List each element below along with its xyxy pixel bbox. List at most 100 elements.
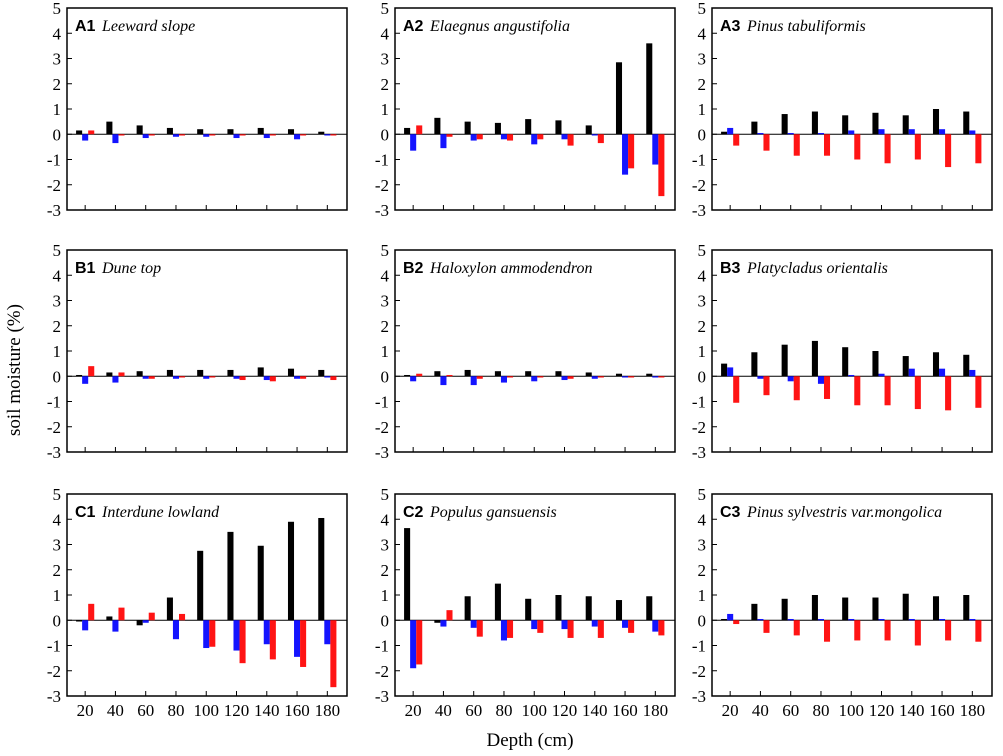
bar-black-80 xyxy=(166,597,173,621)
y-tick-label: 4 xyxy=(698,266,707,285)
y-tick-label: -2 xyxy=(47,176,61,195)
bar-blue-40 xyxy=(440,376,447,386)
bar-black-100 xyxy=(525,371,532,377)
panel-label: B3 xyxy=(720,260,741,277)
bar-black-80 xyxy=(494,122,501,135)
bar-blue-180 xyxy=(969,130,976,135)
bar-blue-120 xyxy=(233,620,240,651)
bar-black-80 xyxy=(166,369,173,377)
bar-red-140 xyxy=(597,134,604,144)
bar-black-40 xyxy=(434,117,441,135)
bar-blue-120 xyxy=(878,129,885,135)
bar-black-80 xyxy=(811,340,818,377)
bar-black-100 xyxy=(842,347,849,377)
bar-blue-60 xyxy=(470,620,477,628)
bar-blue-20 xyxy=(727,613,734,621)
bar-blue-100 xyxy=(203,376,210,379)
bar-blue-40 xyxy=(757,132,764,135)
bar-red-100 xyxy=(854,620,861,641)
y-tick-label: 5 xyxy=(53,241,62,260)
bar-black-180 xyxy=(318,517,325,621)
bar-red-160 xyxy=(628,134,635,169)
bar-blue-80 xyxy=(817,132,824,135)
bar-blue-140 xyxy=(591,376,598,379)
panel-frame xyxy=(394,7,676,211)
y-tick-label: 5 xyxy=(381,241,390,260)
y-tick-label: 5 xyxy=(53,485,62,504)
bar-blue-60 xyxy=(787,132,794,135)
y-tick-label: -2 xyxy=(375,662,389,681)
bar-black-40 xyxy=(106,121,113,135)
y-tick-label: 5 xyxy=(381,0,390,18)
panel-b1: -3 -2 -1 0 1 2 3 4 5 B1 Dune top xyxy=(47,241,348,462)
x-axis-label: Depth (cm) xyxy=(486,730,573,751)
bar-red-100 xyxy=(209,620,216,647)
y-tick-label: 3 xyxy=(53,536,62,555)
bar-blue-140 xyxy=(591,620,598,627)
x-tick-label: 80 xyxy=(495,701,512,720)
bar-blue-60 xyxy=(470,376,477,386)
bar-red-80 xyxy=(179,134,186,136)
y-tick-label: 0 xyxy=(53,125,62,144)
panel-title: Populus gansuensis xyxy=(429,504,557,521)
bar-red-20 xyxy=(733,620,740,625)
bar-blue-120 xyxy=(233,376,240,379)
bar-blue-100 xyxy=(531,376,538,382)
bar-red-140 xyxy=(914,376,921,410)
bar-blue-160 xyxy=(294,620,301,657)
panel-label: C1 xyxy=(75,504,96,521)
bar-black-120 xyxy=(555,595,562,621)
y-axis-label: soil moisture (%) xyxy=(4,304,25,436)
bar-red-160 xyxy=(945,376,952,411)
bar-blue-180 xyxy=(324,620,331,645)
bar-blue-20 xyxy=(410,620,417,669)
panel-frame xyxy=(394,249,676,453)
y-tick-label: -1 xyxy=(692,393,706,412)
bar-blue-80 xyxy=(172,620,179,640)
panel-label: C3 xyxy=(720,504,741,521)
bar-black-120 xyxy=(872,112,879,135)
bar-blue-180 xyxy=(969,369,976,377)
y-tick-label: 0 xyxy=(698,611,707,630)
panel-title: Interdune lowland xyxy=(101,504,220,521)
bar-black-180 xyxy=(963,595,970,621)
bar-red-20 xyxy=(88,603,95,621)
x-tick-label: 20 xyxy=(77,701,94,720)
bar-black-40 xyxy=(751,121,758,135)
bar-black-180 xyxy=(646,373,653,377)
bar-blue-80 xyxy=(817,376,824,384)
bar-blue-100 xyxy=(531,620,538,630)
bar-blue-160 xyxy=(294,134,301,140)
bar-red-60 xyxy=(148,376,155,379)
y-tick-label: 1 xyxy=(698,586,707,605)
bar-blue-20 xyxy=(410,134,417,151)
y-tick-label: 1 xyxy=(381,100,390,119)
y-tick-label: -1 xyxy=(47,393,61,412)
bar-black-140 xyxy=(902,115,909,135)
bar-blue-60 xyxy=(142,134,149,139)
bar-black-160 xyxy=(615,62,623,135)
bar-red-120 xyxy=(567,376,574,379)
bar-red-100 xyxy=(209,376,216,378)
x-tick-label: 160 xyxy=(284,701,310,720)
bar-blue-80 xyxy=(500,620,507,641)
y-tick-label: 4 xyxy=(53,510,62,529)
panel-b2: -3 -2 -1 0 1 2 3 4 5 B2 Haloxylon ammodendron xyxy=(375,241,676,462)
bar-red-100 xyxy=(537,376,544,378)
y-tick-label: 3 xyxy=(698,50,707,69)
bar-blue-20 xyxy=(82,134,89,141)
y-tick-label: 1 xyxy=(698,342,707,361)
y-tick-label: -3 xyxy=(692,201,706,220)
y-tick-label: 4 xyxy=(381,510,390,529)
panel-a1: -3 -2 -1 0 1 2 3 4 5 A1 Leeward slope xyxy=(47,0,348,220)
bar-blue-40 xyxy=(757,376,764,379)
bar-black-40 xyxy=(106,372,113,377)
bar-blue-160 xyxy=(294,376,301,379)
bar-red-40 xyxy=(763,134,770,151)
y-tick-label: 5 xyxy=(698,241,707,260)
y-tick-label: 4 xyxy=(381,266,390,285)
bar-blue-140 xyxy=(908,129,915,135)
y-tick-label: 1 xyxy=(53,586,62,605)
bar-blue-120 xyxy=(878,373,885,377)
bar-red-60 xyxy=(476,376,483,379)
